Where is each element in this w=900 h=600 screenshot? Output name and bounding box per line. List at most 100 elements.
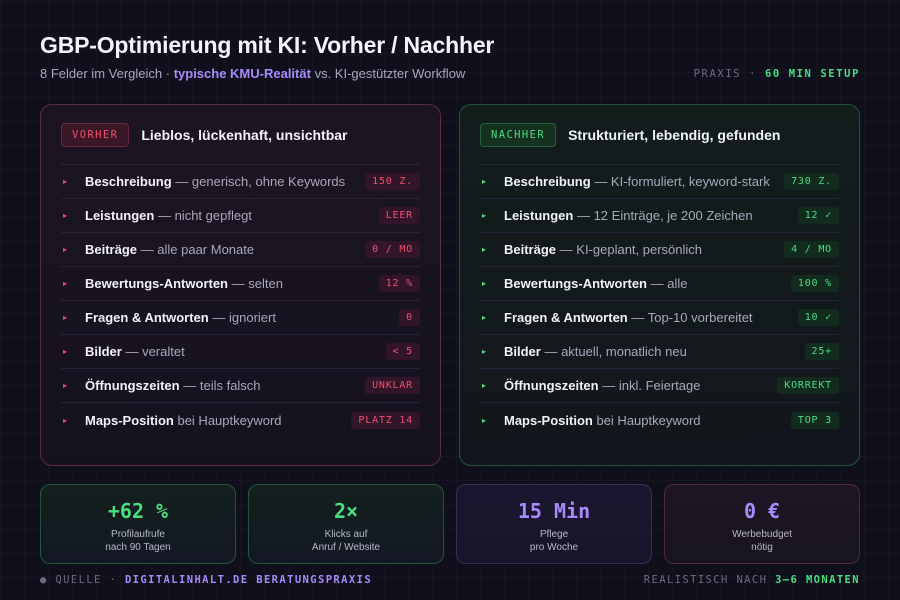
field-name: Bewertungs-Antworten [85, 276, 228, 291]
row-label: Beschreibung — KI-formuliert, keyword-st… [504, 174, 784, 189]
row-label: Fragen & Antworten — ignoriert [85, 310, 399, 325]
setup-meta-value: 60 MIN SETUP [764, 68, 860, 80]
value-badge: LEER [378, 207, 420, 224]
field-note: — inkl. Feiertage [602, 378, 701, 393]
row-label: Beiträge — alle paar Monate [85, 242, 365, 257]
bullet-arrow-icon: ▸ [482, 415, 487, 425]
row-label: Leistungen — nicht gepflegt [85, 208, 379, 223]
comparison-row: ▸ Beiträge — alle paar Monate 0 / MO [61, 233, 420, 267]
bullet-arrow-icon: ▸ [482, 381, 487, 390]
stat-card-profile-views: +62 % Profilaufrufe nach 90 Tagen [40, 484, 236, 564]
comparison-row: ▸ Beschreibung — KI-formuliert, keyword-s… [480, 165, 839, 199]
after-tag: NACHHER [480, 123, 557, 147]
value-badge: 12 % [378, 275, 420, 292]
stat-card-clicks: 2× Klicks auf Anruf / Website [248, 484, 444, 564]
value-badge: 4 / MO [784, 241, 839, 258]
value-badge: 150 Z. [365, 173, 420, 190]
value-badge: < 5 [385, 343, 420, 360]
field-name: Beiträge [504, 242, 557, 257]
field-note: — veraltet [125, 344, 185, 359]
bullet-arrow-icon: ▸ [482, 245, 487, 254]
field-note: — teils falsch [183, 378, 261, 393]
field-note: — KI-formuliert, keyword-stark [594, 174, 770, 189]
stat-value: 15 Min [517, 499, 591, 523]
before-rows: ▸ Beschreibung — generisch, ohne Keywords… [61, 164, 420, 437]
comparison-row: ▸ Öffnungszeiten — inkl. Feiertage KORREKT [480, 369, 839, 403]
stat-value: +62 % [107, 499, 169, 523]
row-label: Bewertungs-Antworten — alle [504, 276, 791, 291]
row-label: Öffnungszeiten — inkl. Feiertage [504, 378, 777, 393]
field-name: Leistungen [85, 208, 155, 223]
value-badge: UNKLAR [365, 377, 420, 394]
comparison-row: ▸ Bewertungs-Antworten — alle 100 % [480, 267, 839, 301]
bullet-arrow-icon: ▸ [482, 211, 487, 220]
field-note: — KI-geplant, persönlich [559, 242, 703, 257]
stat-value: 2× [333, 499, 359, 523]
field-note: bei Hauptkeyword [177, 412, 282, 428]
field-name: Beschreibung [85, 174, 172, 189]
stat-caption: Werbebudget nötig [732, 529, 792, 553]
bullet-arrow-icon: ▸ [482, 177, 487, 186]
comparison-row: ▸ Beiträge — KI-geplant, persönlich 4 / MO [480, 233, 839, 267]
comparison-row: ▸ Öffnungszeiten — teils falsch UNKLAR [61, 369, 420, 403]
row-label: Öffnungszeiten — teils falsch [85, 378, 365, 393]
comparison-row: ▸ Bilder — veraltet < 5 [61, 335, 420, 369]
field-note: — ignoriert [212, 310, 276, 325]
source-link[interactable]: DIGITALINHALT.DE BERATUNGSPRAXIS [124, 574, 373, 586]
field-note: — Top-10 vorbereitet [631, 310, 753, 325]
field-name: Maps-Position [85, 412, 174, 428]
before-tag: VORHER [61, 123, 130, 147]
subtitle-highlight: typische KMU-Realität [173, 66, 311, 81]
subtitle-post: vs. KI-gestützter Workflow [314, 66, 466, 81]
stat-caption: Klicks auf Anruf / Website [311, 529, 381, 553]
timing-value: 3–6 MONATEN [775, 574, 860, 586]
row-label: Maps-Position bei Hauptkeyword [85, 413, 351, 428]
after-rows: ▸ Beschreibung — KI-formuliert, keyword-s… [480, 164, 839, 437]
field-name: Bilder [504, 344, 541, 359]
page-title: GBP-Optimierung mit KI: Vorher / Nachher [40, 32, 495, 58]
comparison-row: ▸ Leistungen — 12 Einträge, je 200 Zeiche… [480, 199, 839, 233]
value-badge: 12 ✓ [797, 207, 839, 224]
bullet-arrow-icon: ▸ [63, 381, 68, 390]
before-panel: VORHER Lieblos, lückenhaft, unsichtbar ▸… [40, 104, 441, 466]
bullet-arrow-icon: ▸ [63, 279, 68, 288]
timing-note: REALISTISCH NACH 3–6 MONATEN [644, 574, 860, 586]
comparison-row: ▸ Maps-Position bei Hauptkeyword PLATZ 14 [61, 403, 420, 437]
after-title: Strukturiert, lebendig, gefunden [568, 127, 781, 143]
field-note: — nicht gepflegt [157, 208, 252, 223]
field-name: Öffnungszeiten [504, 378, 599, 393]
bullet-arrow-icon: ▸ [482, 347, 487, 356]
value-badge: 10 ✓ [797, 309, 839, 326]
after-panel: NACHHER Strukturiert, lebendig, gefunden… [459, 104, 860, 466]
row-label: Fragen & Antworten — Top-10 vorbereitet [504, 310, 798, 325]
field-note: — alle [650, 276, 688, 291]
comparison-row: ▸ Beschreibung — generisch, ohne Keywords… [61, 165, 420, 199]
field-name: Leistungen [504, 208, 574, 223]
subtitle-pre: 8 Felder im Vergleich · [40, 66, 171, 81]
stat-caption: Profilaufrufe nach 90 Tagen [105, 529, 171, 553]
field-note: bei Hauptkeyword [596, 412, 701, 428]
row-label: Beiträge — KI-geplant, persönlich [504, 242, 784, 257]
bullet-arrow-icon: ▸ [63, 415, 68, 425]
source-label: ● QUELLE · [40, 574, 118, 586]
row-label: Beschreibung — generisch, ohne Keywords [85, 174, 365, 189]
value-badge: 100 % [790, 275, 839, 292]
field-name: Fragen & Antworten [504, 310, 628, 325]
comparison-row: ▸ Maps-Position bei Hauptkeyword TOP 3 [480, 403, 839, 437]
comparison-row: ▸ Leistungen — nicht gepflegt LEER [61, 199, 420, 233]
row-label: Maps-Position bei Hauptkeyword [504, 413, 791, 428]
bullet-arrow-icon: ▸ [63, 211, 68, 220]
field-note: — alle paar Monate [140, 242, 255, 257]
value-badge: TOP 3 [790, 411, 839, 429]
bullet-arrow-icon: ▸ [482, 279, 487, 288]
value-badge: KORREKT [777, 377, 839, 394]
value-badge: PLATZ 14 [351, 411, 420, 429]
page-subtitle: 8 Felder im Vergleich · typische KMU-Rea… [40, 66, 465, 81]
setup-meta-label: PRAXIS · [693, 68, 758, 80]
field-name: Bilder [85, 344, 122, 359]
row-label: Bilder — aktuell, monatlich neu [504, 344, 805, 359]
value-badge: 0 [399, 309, 420, 326]
bullet-arrow-icon: ▸ [63, 313, 68, 322]
row-label: Bilder — veraltet [85, 344, 386, 359]
field-name: Beiträge [85, 242, 138, 257]
